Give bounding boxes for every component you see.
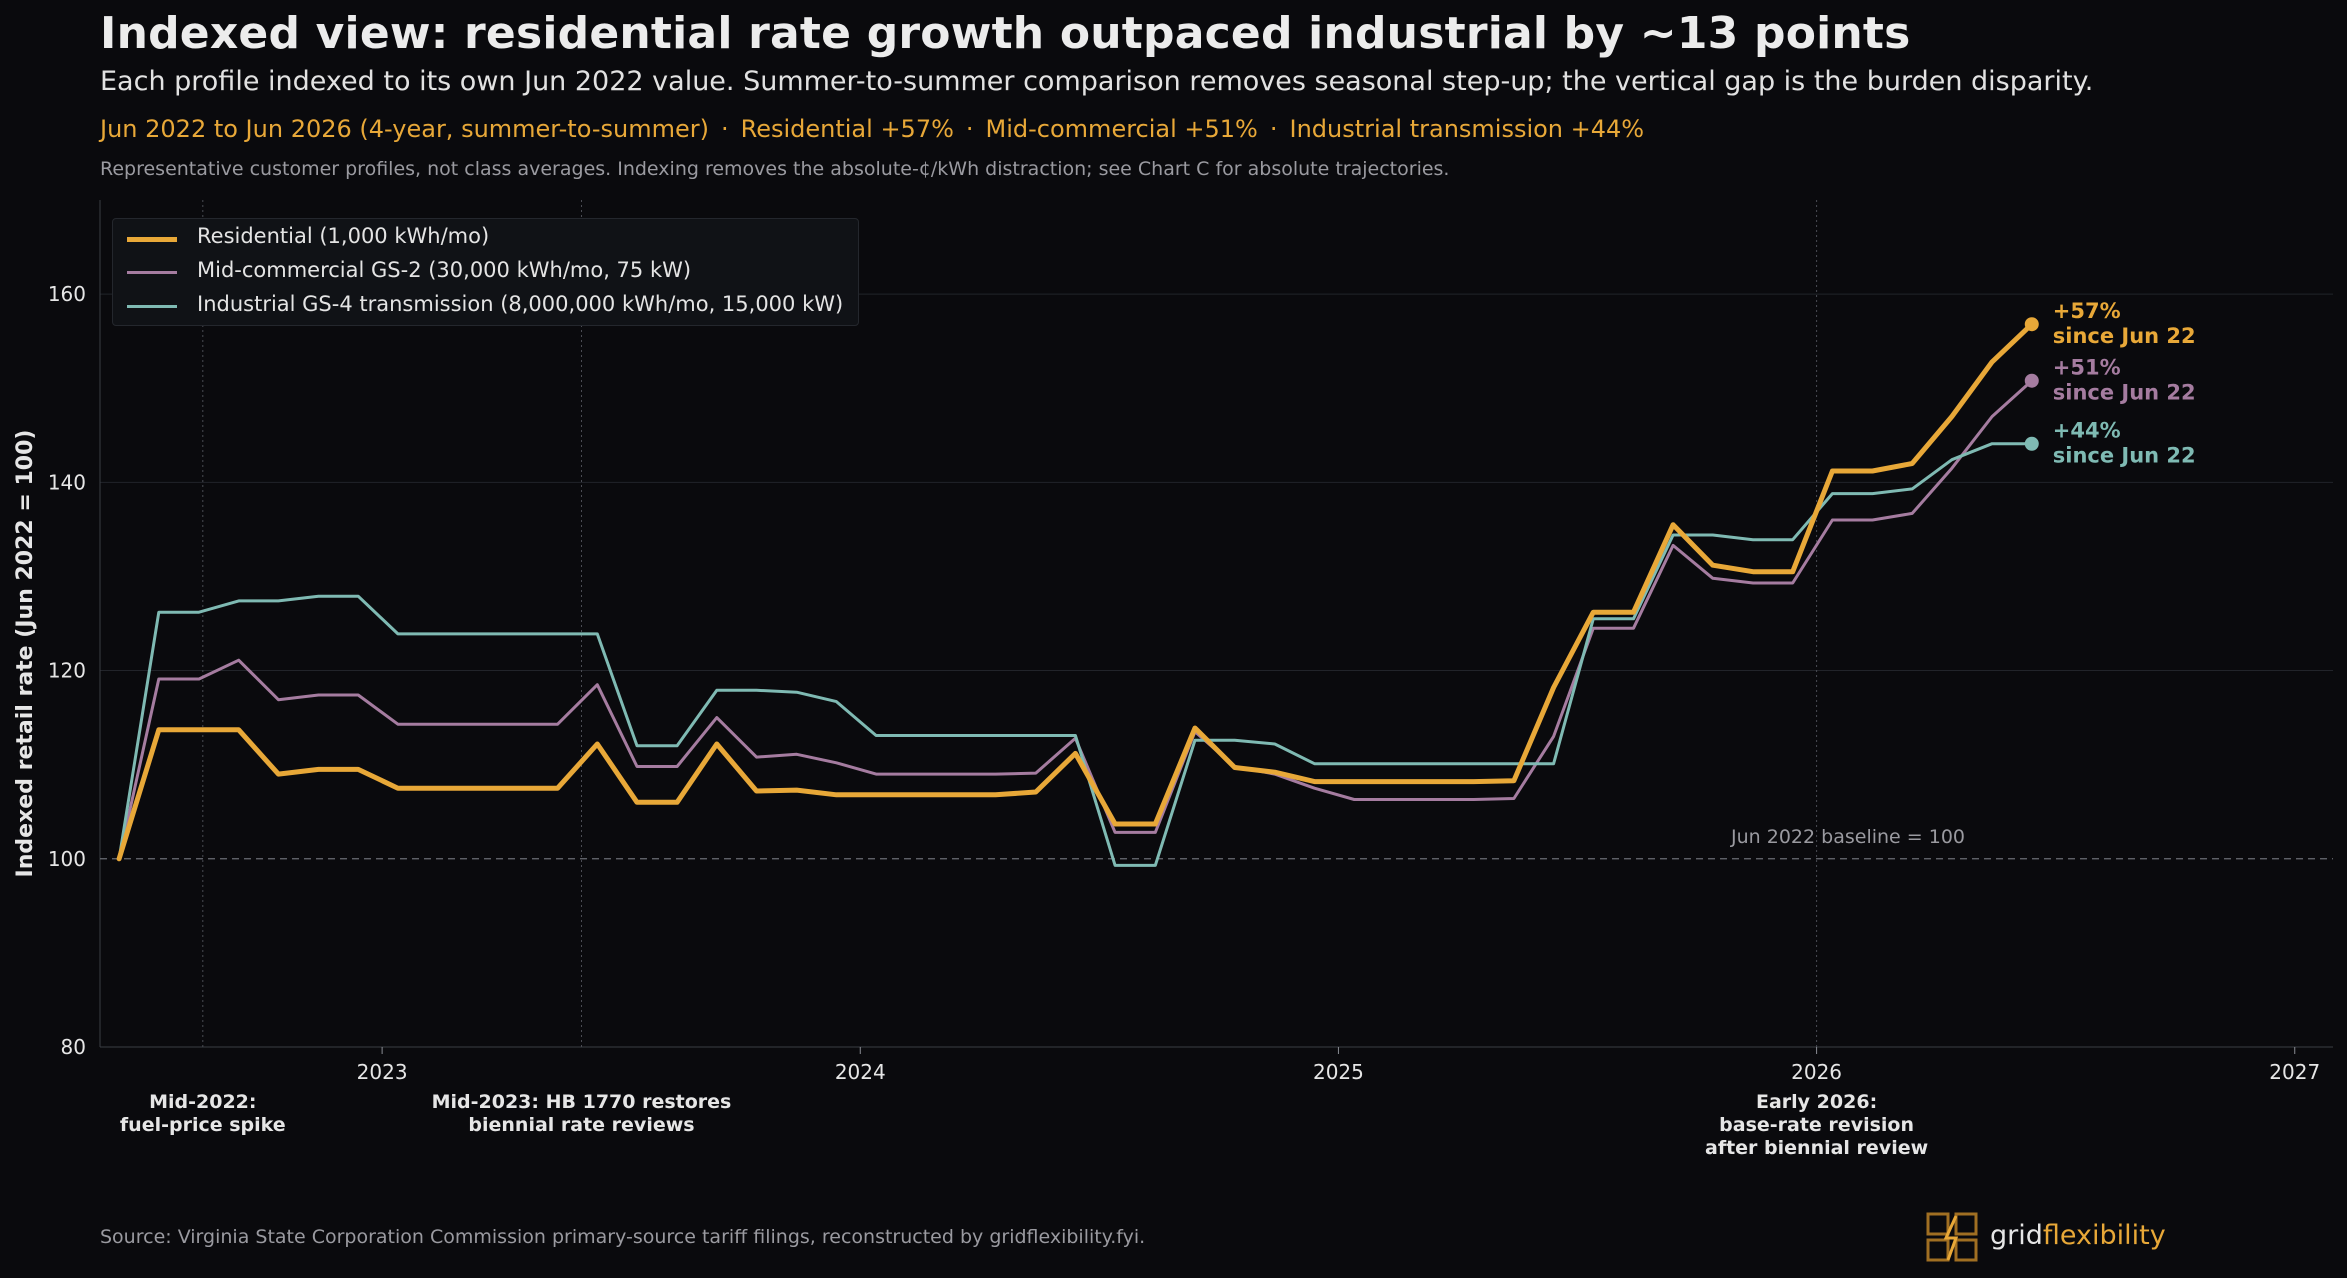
legend-label-residential: Residential (1,000 kWh/mo) xyxy=(197,224,490,248)
event-annotation: fuel-price spike xyxy=(120,1114,286,1136)
series-line-ind xyxy=(117,442,2034,867)
y-tick-label: 120 xyxy=(48,659,86,683)
y-axis-label: Indexed retail rate (Jun 2022 = 100) xyxy=(13,430,38,878)
y-tick-label: 100 xyxy=(48,847,86,871)
source-note: Source: Virginia State Corporation Commi… xyxy=(100,1226,1146,1248)
event-annotation: base-rate revision xyxy=(1719,1114,1914,1136)
legend-label-mid-commercial: Mid-commercial GS-2 (30,000 kWh/mo, 75 k… xyxy=(197,258,692,282)
x-tick-label: 2024 xyxy=(835,1060,886,1084)
legend-label-industrial: Industrial GS-4 transmission (8,000,000 … xyxy=(197,292,844,316)
series-end-label-res: since Jun 22 xyxy=(2053,324,2196,348)
legend-swatch-residential xyxy=(127,237,177,242)
logo-word-flexibility: flexibility xyxy=(2042,1220,2166,1251)
series-end-point-ind xyxy=(2024,436,2039,451)
gridflexibility-logo-icon xyxy=(1926,1212,1978,1262)
chart-subtitle: Each profile indexed to its own Jun 2022… xyxy=(100,66,2094,97)
x-tick-label: 2025 xyxy=(1313,1060,1364,1084)
legend-swatch-industrial xyxy=(127,305,177,308)
chart-note: Representative customer profiles, not cl… xyxy=(100,158,1450,180)
y-tick-label: 140 xyxy=(48,470,86,494)
legend-swatch-mid-commercial xyxy=(127,271,177,274)
x-tick-label: 2027 xyxy=(2269,1060,2320,1084)
series-end-label-ind: +44% xyxy=(2053,419,2121,443)
event-annotation: Mid-2022: xyxy=(149,1091,256,1113)
highlight-line: Jun 2022 to Jun 2026 (4-year, summer-to-… xyxy=(100,115,1644,143)
logo-wordmark: gridflexibility xyxy=(1990,1220,2166,1251)
event-annotation: biennial rate reviews xyxy=(468,1114,694,1136)
series-end-label-mid: since Jun 22 xyxy=(2053,381,2196,405)
event-annotation: Mid-2023: HB 1770 restores xyxy=(432,1091,732,1113)
series-end-point-res xyxy=(2024,317,2039,332)
chart-legend: Residential (1,000 kWh/mo) Mid-commercia… xyxy=(112,218,859,326)
highlight-mid-commercial: Mid-commercial +51% xyxy=(985,115,1258,143)
logo-word-grid: grid xyxy=(1990,1220,2043,1251)
highlight-separator: · xyxy=(720,115,729,143)
x-tick-label: 2026 xyxy=(1791,1060,1842,1084)
y-tick-label: 80 xyxy=(61,1035,86,1059)
series-end-point-mid xyxy=(2024,373,2039,388)
series-end-label-ind: since Jun 22 xyxy=(2053,444,2196,468)
baseline-label: Jun 2022 baseline = 100 xyxy=(1730,826,1965,848)
series-line-res xyxy=(116,321,2035,862)
highlight-period: Jun 2022 to Jun 2026 (4-year, summer-to-… xyxy=(100,115,709,143)
highlight-residential: Residential +57% xyxy=(740,115,954,143)
series-end-label-mid: +51% xyxy=(2053,356,2121,380)
series-end-label-res: +57% xyxy=(2053,299,2121,323)
highlight-industrial: Industrial transmission +44% xyxy=(1289,115,1645,143)
x-tick-label: 2023 xyxy=(357,1060,408,1084)
chart-title: Indexed view: residential rate growth ou… xyxy=(100,8,1911,59)
highlight-separator: · xyxy=(965,115,974,143)
event-annotation: after biennial review xyxy=(1705,1137,1928,1159)
highlight-separator: · xyxy=(1269,115,1278,143)
y-tick-label: 160 xyxy=(48,282,86,306)
event-annotation: Early 2026: xyxy=(1756,1091,1877,1113)
